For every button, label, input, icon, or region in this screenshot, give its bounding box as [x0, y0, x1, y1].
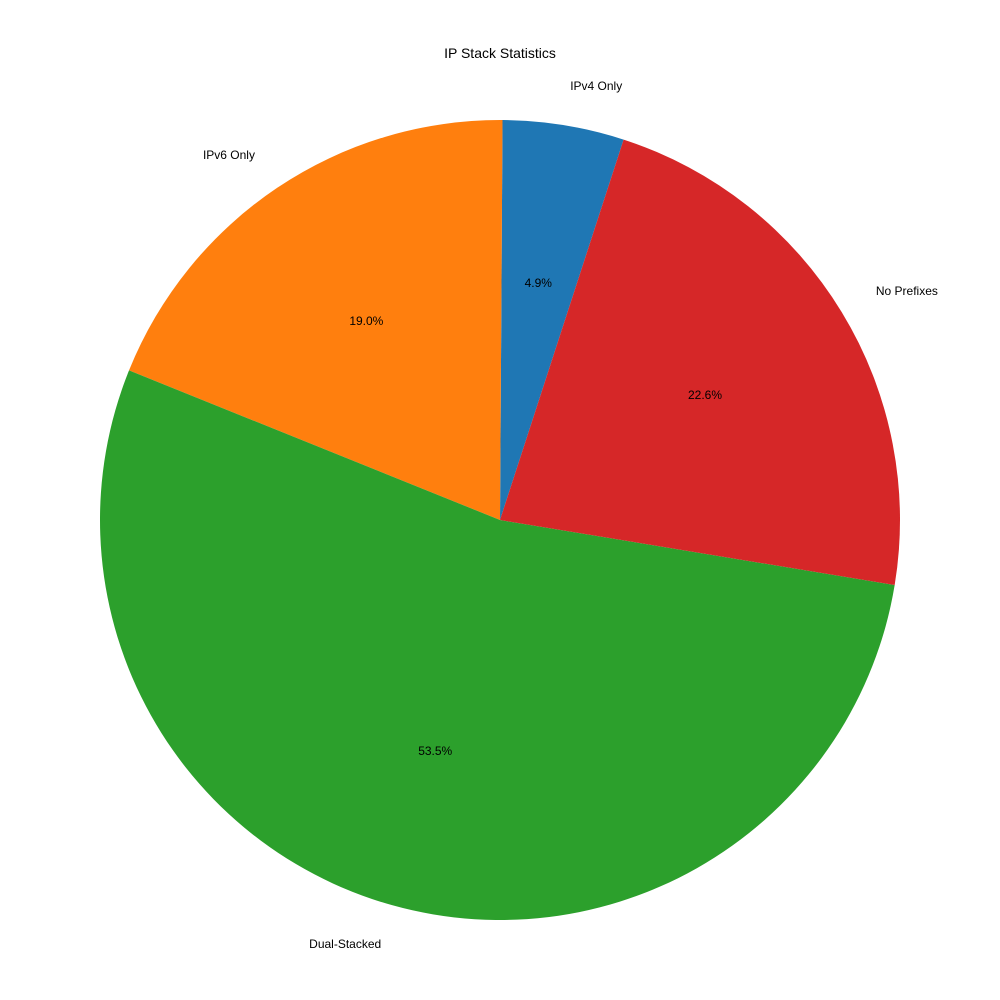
slice-percent-label: 22.6%: [688, 388, 722, 402]
slice-label: IPv4 Only: [570, 79, 622, 93]
pie-chart-svg: [0, 0, 1000, 1000]
pie-chart-container: IP Stack Statistics 4.9%IPv4 Only19.0%IP…: [0, 0, 1000, 1000]
slice-label: No Prefixes: [876, 284, 938, 298]
slice-percent-label: 53.5%: [418, 744, 452, 758]
slice-percent-label: 4.9%: [525, 276, 552, 290]
slice-label: IPv6 Only: [203, 148, 255, 162]
slice-percent-label: 19.0%: [349, 314, 383, 328]
slice-label: Dual-Stacked: [309, 937, 381, 951]
